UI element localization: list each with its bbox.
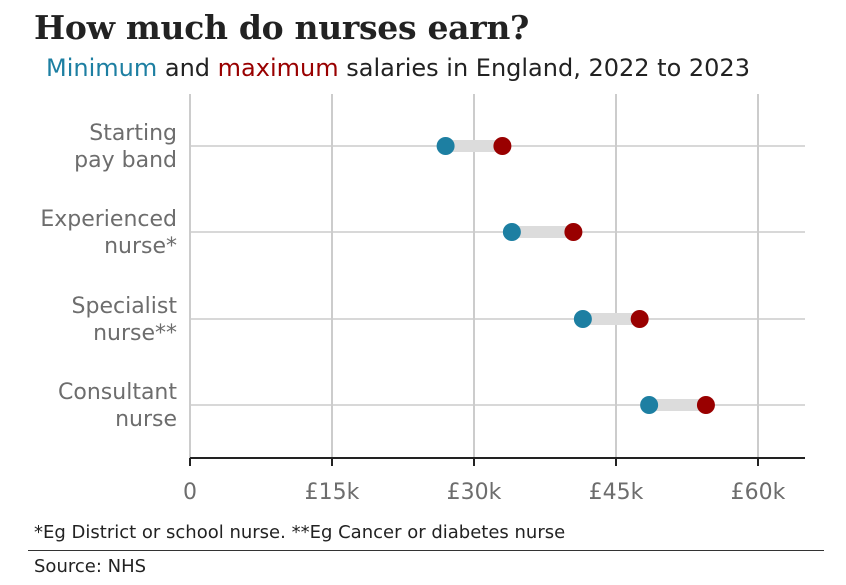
- chart-title: How much do nurses earn?: [34, 8, 530, 47]
- range-bars: [445, 140, 706, 411]
- x-tick-label: £60k: [731, 480, 786, 505]
- category-label-line: nurse: [115, 407, 177, 432]
- minimum-point: [640, 396, 659, 414]
- x-tick-label: 0: [183, 480, 197, 505]
- subtitle-rest: salaries in England, 2022 to 2023: [346, 54, 750, 82]
- minimum-point: [436, 137, 455, 155]
- category-label: Starting pay band: [74, 121, 177, 173]
- category-label: Experienced nurse*: [40, 207, 177, 259]
- category-label-line: nurse**: [93, 321, 177, 346]
- x-tick-label: £15k: [305, 480, 360, 505]
- category-label-line: nurse*: [104, 234, 177, 259]
- maximum-point: [493, 137, 512, 155]
- footer-divider: [28, 550, 824, 551]
- x-axis: 0 £15k £30k £45k £60k: [183, 457, 805, 505]
- category-labels: Starting pay band Experienced nurse* Special…: [40, 121, 177, 432]
- x-tick-label: £45k: [589, 480, 644, 505]
- category-label-line: Consultant: [58, 380, 177, 405]
- category-label-line: pay band: [74, 148, 177, 173]
- minimum-point: [573, 310, 592, 328]
- category-label-line: Specialist: [72, 294, 178, 319]
- category-label-line: Starting: [89, 121, 177, 146]
- category-label: Consultant nurse: [58, 380, 177, 432]
- row-lines: [190, 145, 805, 406]
- subtitle-minimum-legend: Minimum: [46, 54, 158, 82]
- subtitle-maximum-legend: maximum: [217, 54, 339, 82]
- maximum-point: [696, 396, 715, 414]
- x-tick-label: £30k: [447, 480, 502, 505]
- category-label: Specialist nurse**: [72, 294, 178, 346]
- source-note: Source: NHS: [34, 556, 147, 577]
- gridlines: [189, 94, 759, 458]
- chart-subtitle: Minimum and maximum salaries in England,…: [46, 54, 750, 82]
- subtitle-and: and: [164, 54, 211, 82]
- maximum-point: [630, 310, 649, 328]
- category-label-line: Experienced: [40, 207, 177, 232]
- salary-points: [436, 137, 715, 414]
- minimum-point: [502, 223, 521, 241]
- maximum-point: [564, 223, 583, 241]
- footnote: *Eg District or school nurse. **Eg Cance…: [34, 522, 566, 543]
